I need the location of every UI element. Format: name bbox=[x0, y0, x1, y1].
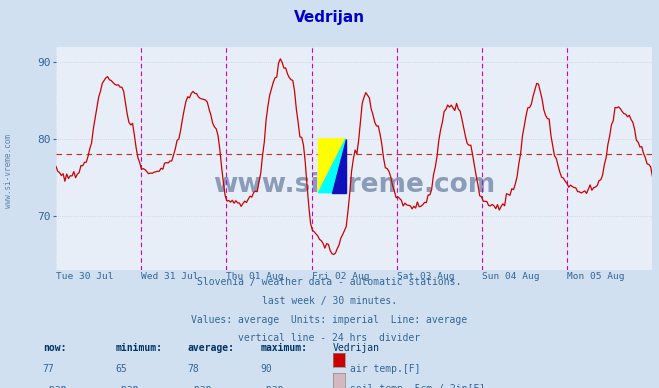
Text: air temp.[F]: air temp.[F] bbox=[350, 364, 420, 374]
Text: minimum:: minimum: bbox=[115, 343, 162, 353]
Text: www.si-vreme.com: www.si-vreme.com bbox=[4, 134, 13, 208]
Text: 90: 90 bbox=[260, 364, 272, 374]
Polygon shape bbox=[332, 139, 346, 193]
Text: -nan: -nan bbox=[188, 384, 212, 388]
Polygon shape bbox=[318, 139, 346, 193]
Polygon shape bbox=[318, 139, 346, 193]
Text: Vedrijan: Vedrijan bbox=[294, 10, 365, 25]
Text: last week / 30 minutes.: last week / 30 minutes. bbox=[262, 296, 397, 306]
Text: 65: 65 bbox=[115, 364, 127, 374]
Text: 77: 77 bbox=[43, 364, 55, 374]
Text: -nan: -nan bbox=[115, 384, 139, 388]
Text: vertical line - 24 hrs  divider: vertical line - 24 hrs divider bbox=[239, 333, 420, 343]
Text: www.si-vreme.com: www.si-vreme.com bbox=[213, 172, 496, 198]
Text: maximum:: maximum: bbox=[260, 343, 307, 353]
Text: Vedrijan: Vedrijan bbox=[333, 343, 380, 353]
Text: average:: average: bbox=[188, 343, 235, 353]
Text: Slovenia / weather data - automatic stations.: Slovenia / weather data - automatic stat… bbox=[197, 277, 462, 288]
Text: 78: 78 bbox=[188, 364, 200, 374]
Text: -nan: -nan bbox=[260, 384, 284, 388]
Text: soil temp. 5cm / 2in[F]: soil temp. 5cm / 2in[F] bbox=[350, 384, 485, 388]
Text: now:: now: bbox=[43, 343, 67, 353]
Text: -nan: -nan bbox=[43, 384, 67, 388]
Text: Values: average  Units: imperial  Line: average: Values: average Units: imperial Line: av… bbox=[191, 315, 468, 325]
